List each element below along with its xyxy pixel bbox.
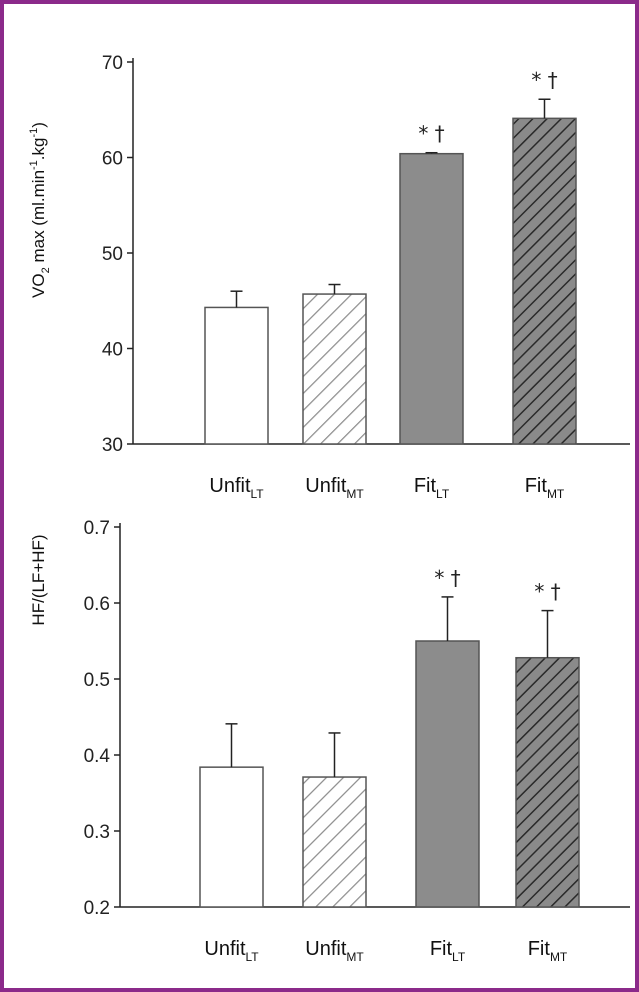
x-tick-label: UnfitLT <box>204 938 259 964</box>
bar <box>302 776 367 908</box>
y-tick-label: 0.3 <box>84 822 110 843</box>
significance-label: * † <box>534 580 560 604</box>
x-tick-label-subscript: MT <box>346 487 364 501</box>
bar <box>302 293 367 445</box>
y-tick-label: 70 <box>102 53 123 74</box>
significance-label: * † <box>418 122 444 146</box>
bar <box>512 117 577 445</box>
bar <box>515 656 580 908</box>
y-tick-label: 50 <box>102 244 123 265</box>
x-tick-label-main: Fit <box>414 475 437 497</box>
x-tick-label-subscript: LT <box>452 950 466 964</box>
x-tick-label: UnfitLT <box>209 475 264 501</box>
bar <box>415 640 480 908</box>
y-tick-label: 0.6 <box>84 594 110 615</box>
y-tick-label: 0.5 <box>84 670 110 691</box>
y-axis-label-text: ) <box>29 122 48 128</box>
x-tick-label: FitMT <box>528 938 568 964</box>
x-tick-label-main: Unfit <box>209 475 251 497</box>
y-axis-label: HF/(LF+HF) <box>29 534 48 625</box>
y-tick-label: 0.4 <box>84 746 111 767</box>
y-axis-label: VO2 max (ml.min-1.kg-1) <box>28 122 52 298</box>
x-tick-label-subscript: MT <box>550 950 568 964</box>
y-tick-label: 0.2 <box>84 898 110 919</box>
y-axis-label-superscript: -1 <box>28 160 40 170</box>
x-tick-label-subscript: MT <box>547 487 565 501</box>
significance-label: * † <box>531 68 557 92</box>
x-tick-label: UnfitMT <box>305 475 364 501</box>
y-axis-label-text: max (ml.min <box>29 170 48 267</box>
y-axis-label-subscript: 2 <box>40 267 52 273</box>
x-tick-label-subscript: LT <box>251 487 265 501</box>
x-tick-label-main: Unfit <box>305 938 347 960</box>
y-tick-label: 0.7 <box>84 518 110 539</box>
bar <box>199 766 264 908</box>
x-tick-label: FitLT <box>430 938 466 964</box>
y-axis-label-text: .kg <box>29 138 48 161</box>
x-tick-label-subscript: LT <box>436 487 450 501</box>
y-tick-label: 30 <box>102 435 123 456</box>
y-tick-label: 40 <box>102 340 123 361</box>
bar <box>204 306 269 445</box>
x-tick-label-subscript: LT <box>246 950 260 964</box>
x-tick-label: UnfitMT <box>305 938 364 964</box>
y-axis-label-text: VO <box>29 273 48 298</box>
x-tick-label-main: Fit <box>528 938 551 960</box>
x-tick-label: FitMT <box>525 475 565 501</box>
y-tick-label: 60 <box>102 149 123 170</box>
x-tick-label-main: Unfit <box>305 475 347 497</box>
x-tick-label-main: Fit <box>525 475 548 497</box>
bar <box>399 152 464 445</box>
x-tick-label: FitLT <box>414 475 450 501</box>
y-axis-label-superscript: -1 <box>28 128 40 138</box>
x-tick-label-main: Fit <box>430 938 453 960</box>
significance-label: * † <box>434 566 460 590</box>
x-tick-label-main: Unfit <box>204 938 246 960</box>
x-tick-label-subscript: MT <box>346 950 364 964</box>
